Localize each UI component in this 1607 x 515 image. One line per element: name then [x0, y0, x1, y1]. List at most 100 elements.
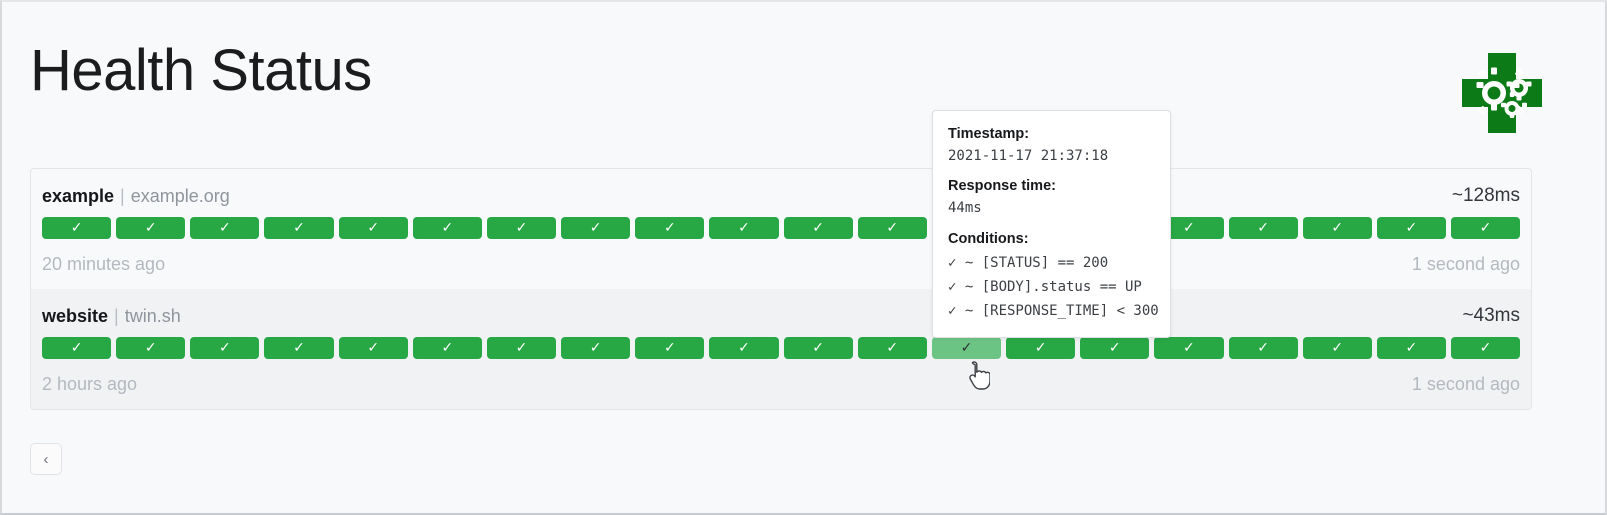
check-icon: ✓: [663, 220, 676, 236]
status-bar-up[interactable]: ✓: [338, 337, 408, 359]
status-bar-up[interactable]: ✓: [412, 337, 482, 359]
status-bar-up[interactable]: ✓: [1450, 217, 1521, 239]
status-bar-up[interactable]: ✓: [1376, 217, 1446, 239]
check-icon: ✓: [367, 340, 380, 356]
status-bar-up[interactable]: ✓: [1302, 217, 1372, 239]
page-title: Health Status: [30, 38, 372, 103]
status-bar-track: ✓✓✓✓✓✓✓✓✓✓✓✓✓✓✓✓✓✓✓✓: [42, 337, 1521, 359]
status-bar-up[interactable]: ✓: [486, 337, 557, 359]
status-bar-track: ✓✓✓✓✓✓✓✓✓✓✓✓✓✓✓✓✓✓✓✓: [42, 217, 1521, 239]
check-icon: ✓: [960, 340, 973, 356]
check-icon: ✓: [367, 220, 380, 236]
check-icon: ✓: [886, 220, 899, 236]
status-bar-up[interactable]: ✓: [1228, 217, 1298, 239]
monitor-header: website | twin.sh ~43ms: [42, 289, 1520, 337]
monitor-footer: 20 minutes ago 1 second ago: [42, 239, 1520, 289]
monitor-row: website | twin.sh ~43ms ✓ ✓ ✓ ✓ ✓ ✓ ✓ ✓ ✓ ✓ ✓ ✓ ✓ ✓ ✓ ✓…: [31, 289, 1531, 409]
check-icon: ✓: [1405, 340, 1418, 356]
pagination: ‹: [30, 443, 62, 475]
status-bar-up[interactable]: ✓: [561, 337, 631, 359]
tooltip-condition: ✓ ~ [BODY].status == UP: [948, 278, 1142, 295]
status-bar-up[interactable]: ✓: [412, 217, 482, 239]
name-host-separator: |: [120, 185, 125, 206]
page-header: Health Status: [30, 42, 1550, 152]
monitor-hostname: example.org: [130, 185, 230, 206]
tooltip-conditions-label: Conditions:: [948, 230, 1029, 247]
monitor-response-time: ~128ms: [1451, 185, 1520, 206]
monitor-footer: 2 hours ago 1 second ago: [42, 359, 1520, 409]
status-bar-up[interactable]: ✓: [783, 217, 853, 239]
tooltip-response-time-label: Response time:: [948, 178, 1056, 195]
check-icon: ✓: [589, 220, 602, 236]
check-icon: ✓: [589, 340, 602, 356]
status-bar-up[interactable]: ✓: [635, 217, 705, 239]
check-icon: ✓: [1183, 220, 1195, 236]
check-icon: ✓: [1257, 340, 1269, 356]
check-icon: ✓: [738, 220, 750, 236]
check-icon: ✓: [144, 220, 157, 236]
status-bar-up[interactable]: ✓: [857, 217, 927, 239]
check-icon: ✓: [1405, 220, 1418, 236]
tooltip-response-time-value: 44ms: [948, 200, 982, 217]
monitor-list: example | example.org ~128ms ✓ ✓ ✓ ✓ ✓ ✓ ✓ ✓ ✓ ✓ ✓…: [30, 168, 1532, 410]
name-host-separator: |: [114, 305, 119, 326]
tooltip-conditions-list: ✓ ~ [STATUS] == 200 ✓ ~ [BODY].status == …: [948, 251, 1159, 323]
status-bar-up[interactable]: ✓: [857, 337, 927, 359]
check-icon: ✓: [1331, 220, 1344, 236]
status-bar-up[interactable]: ✓: [264, 217, 334, 239]
check-icon: ✓: [1257, 220, 1269, 236]
status-bar-up[interactable]: ✓: [635, 337, 705, 359]
status-bar-up[interactable]: ✓: [190, 217, 260, 239]
status-bar-up[interactable]: ✓: [264, 337, 334, 359]
chevron-left-icon: ‹: [43, 450, 49, 468]
newest-check-label: 1 second ago: [1411, 373, 1520, 394]
check-icon: ✓: [70, 340, 83, 356]
check-icon: ✓: [886, 340, 899, 356]
check-icon: ✓: [663, 340, 676, 356]
tooltip-condition: ✓ ~ [STATUS] == 200: [948, 254, 1109, 271]
status-bar-up[interactable]: ✓: [1154, 337, 1224, 359]
check-icon: ✓: [1479, 340, 1492, 356]
check-icon: ✓: [812, 220, 824, 236]
status-detail-tooltip: Timestamp: 2021-11-17 21:37:18 Response …: [932, 110, 1171, 338]
check-icon: ✓: [293, 220, 305, 236]
status-bar-up[interactable]: ✓: [116, 337, 186, 359]
status-bar-up[interactable]: ✓: [190, 337, 260, 359]
tooltip-timestamp-label: Timestamp:: [948, 126, 1030, 142]
monitor-name: website: [42, 305, 109, 326]
check-icon: ✓: [1331, 340, 1344, 356]
status-bar-up[interactable]: ✓: [486, 217, 557, 239]
status-bar-up[interactable]: ✓: [709, 217, 779, 239]
status-bar-up[interactable]: ✓: [709, 337, 779, 359]
oldest-check-label: 20 minutes ago: [42, 253, 166, 274]
check-icon: ✓: [812, 340, 824, 356]
check-icon: ✓: [70, 220, 83, 236]
check-icon: ✓: [515, 340, 528, 356]
status-bar-up[interactable]: ✓: [338, 217, 408, 239]
check-icon: ✓: [1183, 340, 1195, 356]
check-icon: ✓: [144, 340, 157, 356]
status-bar-up[interactable]: ✓: [1006, 337, 1076, 359]
status-bar-up[interactable]: ✓: [1228, 337, 1298, 359]
status-bar-up[interactable]: ✓: [1376, 337, 1446, 359]
status-bar-up[interactable]: ✓: [42, 337, 112, 359]
monitor-header: example | example.org ~128ms: [42, 169, 1520, 217]
status-bar-up[interactable]: ✓: [1302, 337, 1372, 359]
status-bar-up[interactable]: ✓: [116, 217, 186, 239]
previous-page-button[interactable]: ‹: [30, 443, 62, 475]
status-bar-up[interactable]: ✓: [42, 217, 112, 239]
status-bar-up[interactable]: ✓: [1450, 337, 1521, 359]
check-icon: ✓: [219, 340, 231, 356]
status-bar-up[interactable]: ✓: [931, 337, 1002, 359]
status-bar-up[interactable]: ✓: [1080, 337, 1150, 359]
tooltip-condition: ✓ ~ [RESPONSE_TIME] < 300: [948, 302, 1159, 319]
oldest-check-label: 2 hours ago: [42, 373, 138, 394]
newest-check-label: 1 second ago: [1411, 253, 1520, 274]
monitor-hostname: twin.sh: [124, 305, 181, 326]
status-bar-up[interactable]: ✓: [1154, 217, 1224, 239]
monitor-name: example: [42, 185, 115, 206]
monitor-response-time: ~43ms: [1462, 305, 1520, 326]
status-bar-up[interactable]: ✓: [561, 217, 631, 239]
check-icon: ✓: [441, 220, 454, 236]
status-bar-up[interactable]: ✓: [783, 337, 853, 359]
